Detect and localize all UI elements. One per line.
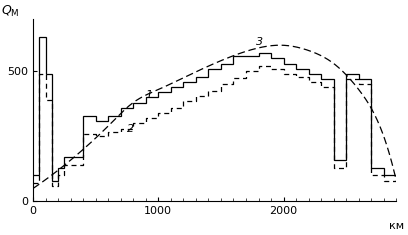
Text: $Q_{\rm M}$: $Q_{\rm M}$ bbox=[1, 4, 20, 19]
Text: км: км bbox=[389, 221, 404, 231]
Text: 3: 3 bbox=[256, 37, 263, 47]
Text: 1: 1 bbox=[146, 90, 153, 100]
Text: 2: 2 bbox=[127, 124, 134, 134]
